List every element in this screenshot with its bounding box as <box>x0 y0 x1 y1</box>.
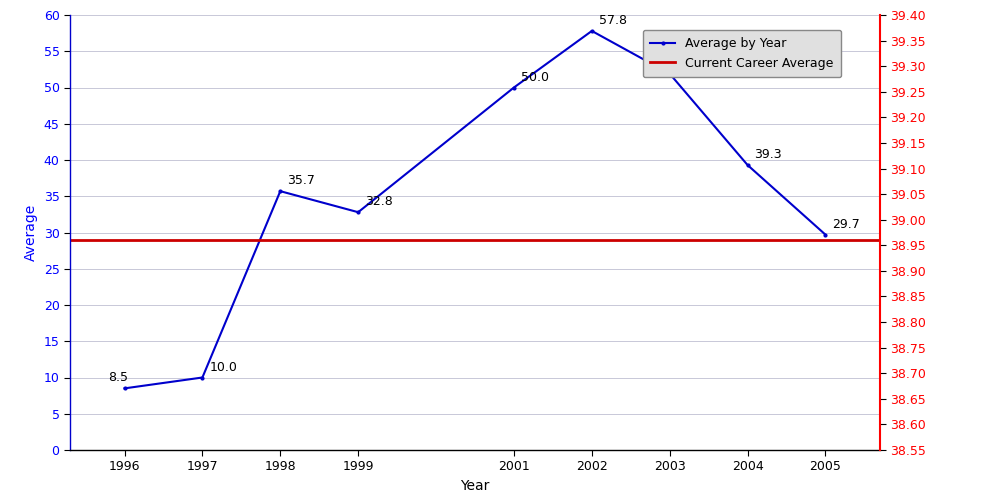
Average by Year <box>742 162 754 168</box>
Average by Year <box>508 84 520 90</box>
Text: 32.8: 32.8 <box>365 196 393 208</box>
Text: 8.5: 8.5 <box>108 372 128 384</box>
Text: 29.7: 29.7 <box>832 218 860 230</box>
Text: 57.8: 57.8 <box>599 14 627 27</box>
Text: 51.9: 51.9 <box>677 57 704 70</box>
Y-axis label: Average: Average <box>24 204 38 261</box>
Average by Year <box>274 188 286 194</box>
X-axis label: Year: Year <box>460 479 490 493</box>
Average by Year <box>352 209 364 215</box>
Average by Year <box>119 386 131 392</box>
Legend: Average by Year, Current Career Average: Average by Year, Current Career Average <box>643 30 841 77</box>
Average by Year <box>664 70 676 76</box>
Text: 50.0: 50.0 <box>521 70 549 84</box>
Average by Year <box>819 232 831 237</box>
Line: Average by Year: Average by Year <box>123 30 827 390</box>
Average by Year <box>586 28 598 34</box>
Text: 35.7: 35.7 <box>287 174 315 187</box>
Average by Year <box>196 374 208 380</box>
Text: 39.3: 39.3 <box>755 148 782 161</box>
Text: 10.0: 10.0 <box>209 360 237 374</box>
